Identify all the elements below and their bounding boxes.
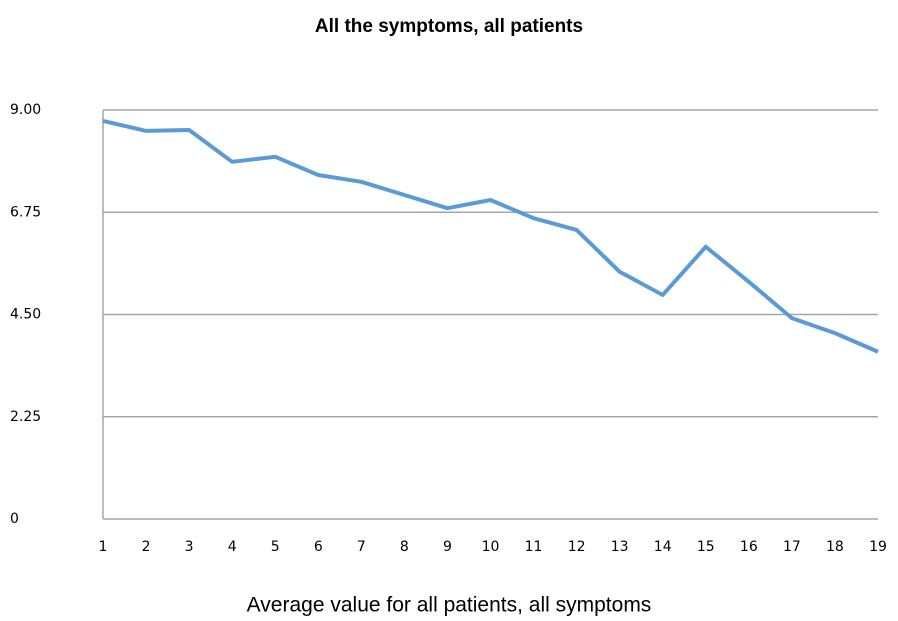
y-tick-label: 9.00 — [10, 102, 41, 118]
y-tick-label: 6.75 — [10, 204, 41, 220]
chart-title: All the symptoms, all patients — [315, 16, 583, 37]
x-tick-label: 19 — [869, 539, 887, 555]
x-tick-label: 4 — [228, 539, 237, 555]
x-tick-label: 9 — [443, 539, 452, 555]
x-tick-label: 7 — [357, 539, 366, 555]
x-tick-label: 3 — [185, 539, 194, 555]
series-line — [102, 118, 879, 354]
x-tick-label: 17 — [783, 539, 801, 555]
x-tick-label: 18 — [826, 539, 844, 555]
x-tick-label: 5 — [271, 539, 280, 555]
y-tick-label: 0 — [10, 511, 19, 527]
y-tick-label: 4.50 — [10, 307, 41, 323]
x-tick-label: 8 — [400, 539, 409, 555]
x-tick-label: 10 — [482, 539, 500, 555]
x-tick-label: 6 — [314, 539, 323, 555]
x-tick-label: 14 — [654, 539, 672, 555]
y-tick-label: 2.25 — [10, 409, 41, 425]
x-tick-label: 13 — [611, 539, 629, 555]
x-tick-label: 16 — [740, 539, 758, 555]
x-tick-label: 12 — [568, 539, 586, 555]
x-tick-label: 1 — [99, 539, 108, 555]
x-tick-label: 15 — [697, 539, 715, 555]
x-tick-label: 11 — [525, 539, 543, 555]
x-axis-label: Average value for all patients, all symp… — [247, 594, 652, 617]
x-tick-label: 2 — [142, 539, 151, 555]
